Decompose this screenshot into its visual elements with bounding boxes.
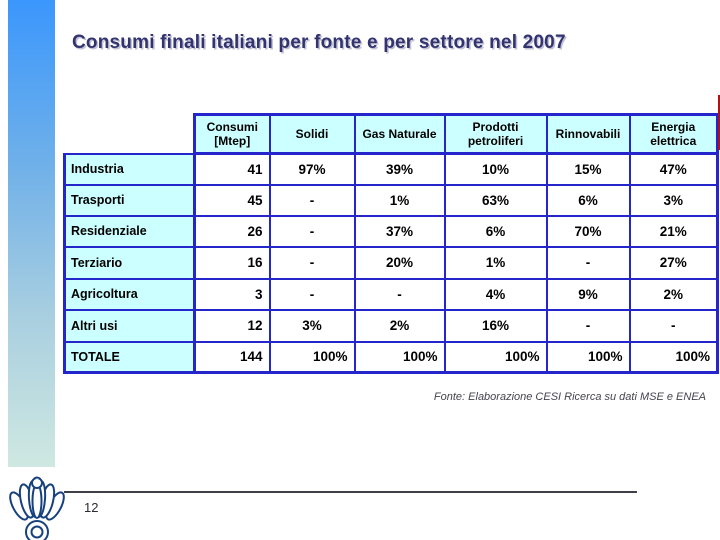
table-cell: 27%	[628, 245, 719, 280]
table-cell: 100%	[545, 340, 631, 374]
table-cell: 45	[193, 183, 271, 217]
table-row-trasporti: Trasporti 45 - 1% 63% 6% 3%	[63, 183, 719, 217]
source-note: Fonte: Elaborazione CESI Ricerca su dati…	[433, 391, 706, 403]
table-cell: 144	[193, 340, 271, 374]
page-title: Consumi finali italiani per fonte e per …	[72, 32, 566, 53]
table-cell: 1%	[353, 183, 446, 217]
table-cell: -	[268, 214, 356, 248]
table-cell: 6%	[443, 214, 548, 248]
column-header-energia-elettrica: Energia elettrica	[628, 113, 719, 155]
table-cell: 100%	[268, 340, 356, 374]
row-label: Trasporti	[63, 183, 196, 217]
table-cell: 10%	[443, 152, 548, 186]
row-label: Terziario	[63, 245, 196, 280]
column-header-prodotti-petroliferi: Prodotti petroliferi	[443, 113, 548, 155]
table-cell: 97%	[268, 152, 356, 186]
table-cell: 47%	[628, 152, 719, 186]
table-cell: 100%	[353, 340, 446, 374]
table-cell: 39%	[353, 152, 446, 186]
confindustria-eagle-logo	[8, 474, 66, 540]
table-row-terziario: Terziario 16 - 20% 1% - 27%	[63, 245, 719, 280]
table-cell: -	[268, 183, 356, 217]
page-number: 12	[84, 500, 99, 515]
table-header-row: Consumi [Mtep] Solidi Gas Naturale Prodo…	[64, 113, 719, 155]
column-header-consumi: Consumi [Mtep]	[193, 113, 271, 155]
row-label: Industria	[63, 152, 196, 186]
table-corner-cell	[64, 114, 195, 154]
table-row-altri-usi: Altri usi 12 3% 2% 16% - -	[63, 308, 719, 343]
sidebar-gradient-strip	[8, 0, 55, 467]
table-cell: 12	[193, 308, 271, 343]
row-label: Altri usi	[63, 308, 196, 343]
table-cell: 21%	[628, 214, 719, 248]
table-cell: 9%	[545, 277, 631, 311]
table-cell: 70%	[545, 214, 631, 248]
row-label: Agricoltura	[63, 277, 196, 311]
table-cell: -	[268, 277, 356, 311]
table-cell: 16	[193, 245, 271, 280]
table-cell: 3%	[628, 183, 719, 217]
table-cell: 3%	[268, 308, 356, 343]
table-cell: 100%	[443, 340, 548, 374]
table-row-industria: Industria 41 97% 39% 10% 15% 47%	[63, 152, 719, 186]
row-label: Residenziale	[63, 214, 196, 248]
table-cell: 15%	[545, 152, 631, 186]
table-cell: 41	[193, 152, 271, 186]
table-cell: -	[545, 308, 631, 343]
table-cell: 26	[193, 214, 271, 248]
table-cell: -	[268, 245, 356, 280]
row-label: TOTALE	[63, 340, 196, 374]
table-cell: -	[353, 277, 446, 311]
consumption-table: Consumi [Mtep] Solidi Gas Naturale Prodo…	[63, 113, 719, 374]
column-header-solidi: Solidi	[268, 113, 356, 155]
table-cell: 4%	[443, 277, 548, 311]
column-header-rinnovabili: Rinnovabili	[545, 113, 631, 155]
footer-divider-line	[64, 491, 637, 493]
table-cell: 6%	[545, 183, 631, 217]
table-cell: 20%	[353, 245, 446, 280]
column-header-gas-naturale: Gas Naturale	[353, 113, 446, 155]
table-row-residenziale: Residenziale 26 - 37% 6% 70% 21%	[63, 214, 719, 248]
table-cell: 2%	[628, 277, 719, 311]
table-cell: 100%	[628, 340, 719, 374]
table-cell: 37%	[353, 214, 446, 248]
table-row-totale: TOTALE 144 100% 100% 100% 100% 100%	[63, 340, 719, 374]
table-cell: -	[545, 245, 631, 280]
table-cell: 1%	[443, 245, 548, 280]
table-cell: 16%	[443, 308, 548, 343]
table-cell: 2%	[353, 308, 446, 343]
red-edge-marker	[718, 95, 720, 150]
table-row-agricoltura: Agricoltura 3 - - 4% 9% 2%	[63, 277, 719, 311]
table-cell: 63%	[443, 183, 548, 217]
table-cell: 3	[193, 277, 271, 311]
table-cell: -	[628, 308, 719, 343]
